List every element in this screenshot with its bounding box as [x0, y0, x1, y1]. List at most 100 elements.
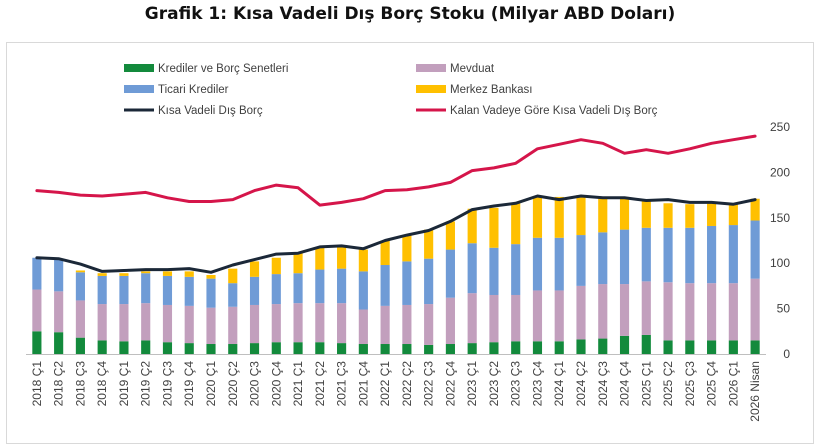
- bar-segment-2: [54, 291, 64, 333]
- x-tick-label: 2025 Ç3: [683, 361, 697, 407]
- bar-segment-3: [445, 249, 455, 298]
- x-tick-label: 2020 Ç4: [269, 361, 283, 407]
- bar-segment-4: [337, 245, 347, 269]
- bar-segment-3: [293, 273, 303, 304]
- bar-segment-3: [315, 269, 325, 304]
- bar-segment-1: [554, 341, 564, 354]
- bar-segment-4: [619, 196, 630, 230]
- bar-segment-3: [554, 237, 564, 291]
- legend-label-5: Kısa Vadeli Dış Borç: [158, 105, 263, 117]
- bar-segment-4: [467, 208, 477, 244]
- bar-segment-1: [445, 344, 455, 354]
- x-tick-label: 2022 Ç3: [422, 361, 436, 407]
- bar-segment-1: [315, 342, 325, 354]
- bar-segment-1: [358, 344, 368, 354]
- bar-segment-4: [554, 196, 564, 238]
- x-axis: 2018 Ç1 2018 Ç2 2018 Ç3 2018 Ç4 2019 Ç1 2019 …: [26, 354, 766, 422]
- bar-segment-4: [97, 273, 107, 276]
- x-tick-label: 2022 Ç2: [400, 361, 414, 407]
- x-tick-label: 2020 Ç3: [248, 361, 262, 407]
- bar-segment-3: [489, 247, 499, 295]
- bar-segment-3: [685, 227, 695, 284]
- bar-segment-4: [424, 229, 434, 259]
- bar-segment-4: [685, 204, 695, 228]
- bar-segment-2: [685, 283, 695, 341]
- bar-segment-1: [424, 344, 434, 354]
- bar-segment-2: [532, 290, 543, 342]
- bar-segment-4: [445, 221, 455, 250]
- bar-segment-1: [206, 344, 216, 354]
- bar-segment-2: [445, 297, 455, 345]
- legend-label-4: Merkez Bankası: [450, 84, 532, 96]
- bar-segment-2: [337, 303, 347, 344]
- bar-segment-2: [511, 294, 521, 342]
- legend-label-2: Mevduat: [450, 63, 495, 75]
- legend-swatch-1: [124, 64, 154, 72]
- x-tick-label: 2019 Ç3: [160, 361, 174, 407]
- bar-segment-1: [380, 344, 390, 354]
- bar-segment-4: [358, 249, 368, 272]
- bar-segment-3: [576, 235, 586, 286]
- chart-title: Grafik 1: Kısa Vadeli Dış Borç Stoku (Mi…: [144, 4, 676, 24]
- bar-segment-2: [32, 289, 42, 332]
- bar-segment-1: [75, 337, 85, 354]
- bar-segment-2: [315, 303, 325, 343]
- bar-segment-3: [271, 274, 281, 305]
- bar-segment-4: [75, 270, 85, 273]
- bar-segment-4: [576, 195, 586, 236]
- bar-segment-4: [750, 198, 760, 221]
- bar-segment-3: [641, 227, 651, 282]
- chart-frame: [6, 42, 814, 444]
- bar-segment-3: [380, 265, 390, 306]
- legend-label-3: Ticari Krediler: [158, 84, 229, 96]
- bar-segment-4: [206, 275, 216, 279]
- x-tick-label: 2023 Ç3: [509, 361, 523, 407]
- bar-segment-2: [707, 283, 717, 341]
- bar-segment-2: [249, 304, 260, 344]
- bar-segment-1: [467, 343, 477, 354]
- bar-segment-3: [249, 276, 260, 305]
- bar-segment-4: [141, 271, 151, 274]
- bar-segment-3: [619, 229, 630, 285]
- x-tick-label: 2019 Ç2: [139, 361, 153, 407]
- bar-segment-4: [271, 257, 281, 275]
- x-tick-label: 2023 Ç4: [530, 361, 544, 407]
- bar-segment-4: [184, 271, 194, 277]
- x-tick-label: 2024 Ç3: [596, 361, 610, 407]
- bar-segment-1: [728, 340, 738, 354]
- y-tick-label: 150: [770, 211, 790, 225]
- bar-segment-3: [358, 271, 368, 310]
- bar-segment-2: [184, 305, 194, 344]
- bar-segment-2: [402, 304, 412, 345]
- bars-group: [32, 195, 760, 354]
- bar-segment-3: [184, 276, 194, 306]
- bar-segment-2: [641, 281, 651, 335]
- bar-segment-1: [141, 340, 151, 354]
- bar-segment-3: [707, 225, 717, 284]
- bar-segment-3: [728, 225, 738, 284]
- bar-segment-1: [162, 342, 173, 354]
- bar-segment-2: [97, 304, 107, 341]
- bar-segment-1: [619, 335, 630, 354]
- bar-segment-3: [119, 275, 129, 305]
- y-tick-label: 250: [770, 120, 790, 134]
- bar-segment-1: [532, 341, 543, 354]
- legend-label-1: Krediler ve Borç Senetleri: [158, 63, 288, 75]
- x-tick-label: 2024 Ç4: [618, 361, 632, 407]
- bar-segment-2: [598, 284, 608, 339]
- bar-segment-2: [141, 303, 151, 341]
- x-tick-label: 2022 Ç4: [443, 361, 457, 407]
- bar-segment-2: [489, 294, 499, 343]
- bar-segment-1: [402, 344, 412, 354]
- bar-segment-1: [337, 343, 347, 354]
- bar-segment-3: [162, 275, 173, 305]
- bar-segment-3: [75, 272, 85, 301]
- bar-segment-4: [315, 247, 325, 270]
- bar-segment-3: [32, 257, 42, 290]
- bar-segment-1: [511, 341, 521, 354]
- x-tick-label: 2024 Ç2: [574, 361, 588, 407]
- legend-swatch-4: [416, 85, 446, 93]
- bar-segment-2: [619, 284, 630, 336]
- lines-group: [35, 134, 757, 274]
- y-tick-label: 100: [770, 256, 790, 270]
